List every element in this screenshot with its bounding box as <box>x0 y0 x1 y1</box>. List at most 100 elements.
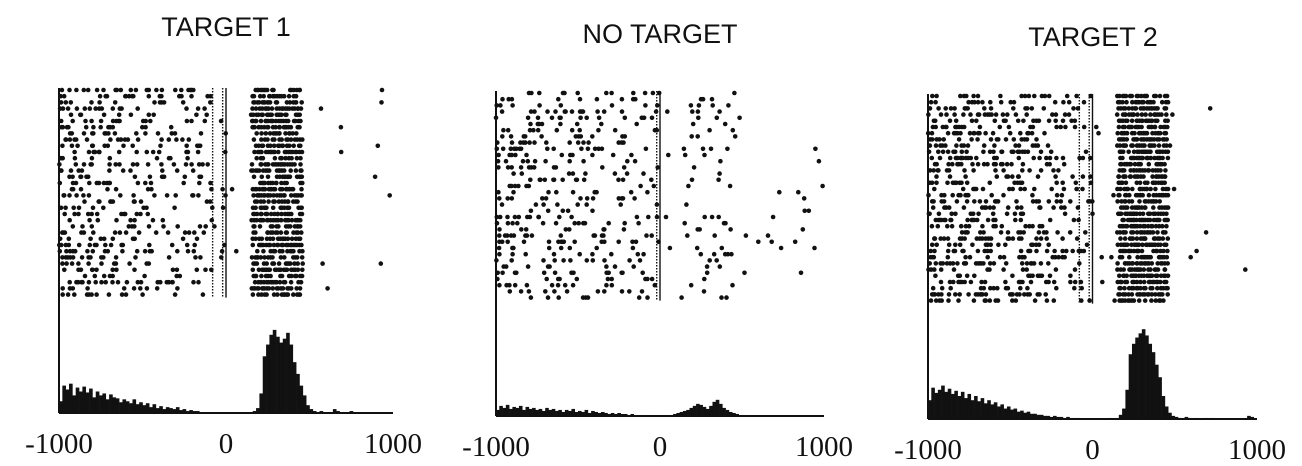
spike <box>1036 242 1042 248</box>
spike <box>1165 248 1170 254</box>
spike <box>572 220 577 226</box>
spike <box>297 236 303 242</box>
spike <box>507 282 512 288</box>
spike <box>944 124 949 130</box>
histogram-bar <box>272 329 277 413</box>
spike <box>702 214 707 220</box>
spike <box>1165 261 1170 266</box>
spike <box>505 239 511 245</box>
spike <box>995 298 1001 303</box>
spike <box>1046 261 1051 266</box>
spike <box>169 242 175 248</box>
spike <box>957 273 963 279</box>
spike <box>170 267 176 273</box>
spike <box>89 292 94 297</box>
histogram-bar <box>1016 411 1021 419</box>
spike <box>933 273 938 279</box>
spike <box>280 242 286 248</box>
spike <box>1038 205 1043 210</box>
spike <box>627 258 632 263</box>
histogram-bar <box>72 395 76 413</box>
spike <box>1022 93 1028 99</box>
spike <box>92 273 98 279</box>
spike <box>1115 267 1120 272</box>
spike <box>554 127 560 133</box>
spike <box>601 109 607 114</box>
spike <box>1134 217 1139 223</box>
spike <box>1072 124 1078 130</box>
spike <box>1124 223 1130 229</box>
spike <box>133 87 139 93</box>
spike <box>268 273 273 279</box>
histogram-bar <box>189 410 193 413</box>
spike <box>1067 230 1073 235</box>
spike <box>79 255 85 260</box>
spike <box>955 155 960 161</box>
spike <box>1001 254 1007 260</box>
spike <box>1042 130 1047 136</box>
spike <box>266 286 272 291</box>
spike <box>1146 168 1152 173</box>
spike <box>1122 236 1128 241</box>
spike <box>172 205 177 211</box>
histogram-bar <box>102 393 107 413</box>
histogram-bar <box>689 407 694 416</box>
spike <box>1134 236 1140 241</box>
spike <box>985 254 990 260</box>
spike <box>288 168 294 173</box>
histogram-bar <box>1131 343 1136 419</box>
spike <box>277 279 283 285</box>
histogram-bar <box>169 408 173 413</box>
spike <box>253 230 258 235</box>
spike <box>1072 267 1078 272</box>
histogram-bar <box>617 412 621 416</box>
spike <box>524 152 529 158</box>
spike <box>700 146 706 152</box>
spike <box>994 155 999 161</box>
spike <box>1203 230 1209 235</box>
spike <box>722 121 728 127</box>
spike <box>144 149 150 155</box>
spike <box>972 273 977 279</box>
spike <box>949 211 954 217</box>
spike <box>800 227 806 232</box>
spike <box>743 233 749 238</box>
spike <box>156 149 162 155</box>
spike <box>558 103 564 108</box>
spike <box>198 174 204 180</box>
histogram-bar <box>715 399 720 416</box>
spike <box>114 217 119 223</box>
spike <box>1020 168 1025 173</box>
spike <box>1144 186 1150 192</box>
spike <box>208 180 213 186</box>
spike <box>541 258 546 263</box>
spike <box>726 103 731 108</box>
spike <box>184 106 189 111</box>
spike <box>1011 137 1017 142</box>
spike <box>72 155 78 161</box>
spike <box>694 245 700 251</box>
spike <box>742 270 747 276</box>
spike <box>254 248 260 254</box>
spike <box>515 220 520 226</box>
spike <box>261 93 267 99</box>
spike <box>609 251 614 257</box>
spike <box>265 137 270 142</box>
x-tick-label: -1000 <box>894 434 962 466</box>
histogram-bar <box>571 408 576 416</box>
spike <box>69 143 75 149</box>
histogram-bar <box>99 395 103 413</box>
spike <box>276 224 281 229</box>
spike <box>988 106 994 111</box>
spike <box>299 273 305 279</box>
spike <box>583 171 588 176</box>
spike <box>988 242 993 248</box>
spike <box>67 193 72 198</box>
spike <box>1066 99 1072 105</box>
spike <box>600 165 605 170</box>
spike <box>265 174 271 180</box>
histogram-bar <box>282 338 287 413</box>
histogram-bar <box>957 396 962 419</box>
spike <box>557 214 562 220</box>
spike <box>299 255 305 260</box>
